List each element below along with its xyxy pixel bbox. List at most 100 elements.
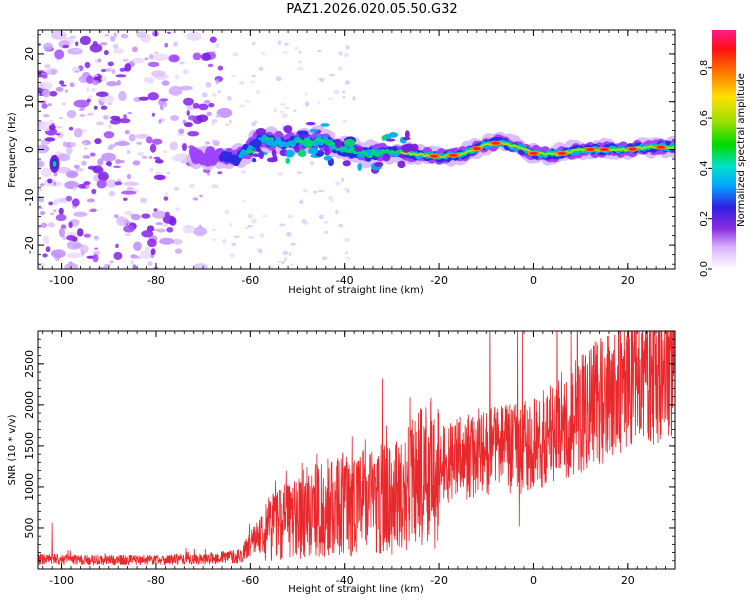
spectrogram-noise-blob <box>100 42 108 46</box>
spectrogram-hotspot <box>529 151 538 155</box>
spectrogram-noise-blob <box>63 228 68 231</box>
spectrogram-ridge-blob <box>256 147 262 152</box>
spectrogram-noise-blob <box>192 102 200 109</box>
spectrogram-noise-blob <box>55 133 61 136</box>
spectrogram-ridge-blob <box>250 138 262 148</box>
spectrogram-noise-blob <box>74 48 80 52</box>
spectrogram-noise-blob <box>211 228 217 231</box>
spectrogram-x-tick-label: -100 <box>49 274 74 287</box>
spectrogram-ridge-blob <box>308 147 319 155</box>
spectrogram-ridge-blob <box>354 146 364 152</box>
spectrogram-noise-blob <box>153 156 161 160</box>
spectrogram-noise-blob <box>141 230 154 238</box>
spectrogram-noise-blob <box>251 41 256 46</box>
spectrogram-noise-blob <box>108 123 112 130</box>
spectrogram-noise-blob <box>304 92 308 96</box>
spectrogram-noise-blob <box>168 54 180 63</box>
spectrogram-noise-blob <box>324 230 328 234</box>
colorbar-tick-label: 0.8 <box>699 60 710 76</box>
spectrogram-noise-blob <box>73 128 83 138</box>
spectrogram-ridge-blob <box>271 149 277 157</box>
spectrogram-noise-blob <box>113 214 119 219</box>
spectrogram-noise-blob <box>215 79 220 85</box>
spectrogram-noise-blob <box>296 171 302 175</box>
spectrogram-noise-blob <box>242 200 246 203</box>
spectrogram-noise-blob <box>69 35 77 39</box>
spectrogram-noise-blob <box>146 225 155 232</box>
spectrogram-noise-blob <box>281 260 285 265</box>
spectrogram-y-tick-label: 20 <box>23 47 36 61</box>
spectrogram-noise-blob <box>41 74 48 79</box>
spectrogram-noise-blob <box>258 66 264 71</box>
spectrogram-ridge-blob <box>342 160 351 167</box>
spectrogram-noise-blob <box>79 35 91 46</box>
colorbar-ticks: 0.0 0.2 0.4 0.6 0.8 <box>699 60 712 277</box>
spectrogram-noise-blob <box>211 238 217 241</box>
spectrogram-noise-blob <box>253 120 258 124</box>
spectrogram-noise-blob <box>321 256 328 261</box>
spectrogram-noise-blob <box>151 70 166 78</box>
spectrogram-noise-blob <box>103 49 109 56</box>
spectrogram-noise-blob <box>92 74 99 77</box>
spectrogram-noise-blob <box>89 43 103 53</box>
spectrogram-noise-blob <box>299 200 304 205</box>
spectrogram-noise-blob <box>284 257 287 262</box>
spectrogram-noise-blob <box>132 264 137 269</box>
spectrogram-noise-blob <box>118 91 127 102</box>
spectrogram-noise-blob <box>199 194 203 198</box>
spectrogram-noise-blob <box>153 51 159 54</box>
spectrogram-noise-blob <box>284 106 290 110</box>
spectrogram-ridge-blob <box>251 158 257 163</box>
spectrogram-ridge-blob <box>357 163 363 171</box>
spectrogram-noise-blob <box>282 51 288 54</box>
spectrogram-noise-blob <box>106 81 118 87</box>
spectrogram-noise-blob <box>173 41 178 46</box>
spectrogram-noise-blob <box>47 178 53 184</box>
spectrogram-noise-blob <box>331 198 334 203</box>
spectrogram-noise-blob <box>328 73 335 77</box>
spectrogram-noise-blob <box>56 166 71 174</box>
spectrogram-noise-blob <box>58 207 64 215</box>
spectrogram-noise-blob <box>293 109 297 113</box>
spectrogram-noise-blob <box>151 138 163 145</box>
spectrogram-noise-blob <box>50 249 66 258</box>
spectrogram-noise-blob <box>91 87 96 92</box>
spectrogram-noise-blob <box>96 121 104 126</box>
snr-x-tick-label: -100 <box>49 574 74 587</box>
spectrogram-noise-blob <box>124 130 130 135</box>
spectrogram-noise-blob <box>123 181 139 187</box>
spectrogram-noise-blob <box>110 115 121 121</box>
spectrogram-noise-blob <box>251 219 257 224</box>
spectrogram-ridge-blob <box>272 154 278 162</box>
spectrogram-noise-blob <box>288 252 292 256</box>
spectrogram-noise-blob <box>192 52 202 61</box>
spectrogram-noise-blob <box>232 52 239 57</box>
spectrogram-noise-blob <box>122 58 129 62</box>
spectrogram-hotspot <box>586 148 595 151</box>
spectrogram-x-tick-label: 0 <box>530 274 537 287</box>
spectrogram-noise-blob <box>130 259 135 266</box>
spectrogram-noise-blob <box>341 177 345 182</box>
spectrogram-noise-blob <box>181 143 187 152</box>
spectrogram-noise-blob <box>140 197 147 204</box>
spectrogram-ridge-blob <box>397 160 406 169</box>
spectrogram-ridge-blob <box>255 127 267 136</box>
spectrogram-noise-blob <box>189 183 195 188</box>
spectrogram-noise-blob <box>280 103 286 106</box>
spectrogram-noise-blob <box>288 214 293 219</box>
spectrogram-noise-blob <box>54 49 65 60</box>
spectrogram-noise-blob <box>61 235 68 241</box>
spectrogram-noise-blob <box>186 110 190 116</box>
spectrogram-noise-blob <box>259 233 265 238</box>
spectrogram-noise-blob <box>113 32 118 38</box>
spectrogram-noise-blob <box>86 98 91 103</box>
spectrogram-y-tick-label: -20 <box>23 236 36 254</box>
spectrogram-noise-blob <box>120 33 129 39</box>
spectrogram-noise-blob <box>58 227 66 238</box>
spectrogram-noise-blob <box>277 40 282 45</box>
snr-x-tick-label: -20 <box>430 574 448 587</box>
colorbar-label: Normalized spectral amplitude <box>736 73 747 227</box>
spectrogram-noise-blob <box>76 228 84 237</box>
spectrogram-noise-blob <box>335 210 339 215</box>
spectrogram-noise-blob <box>93 235 99 240</box>
